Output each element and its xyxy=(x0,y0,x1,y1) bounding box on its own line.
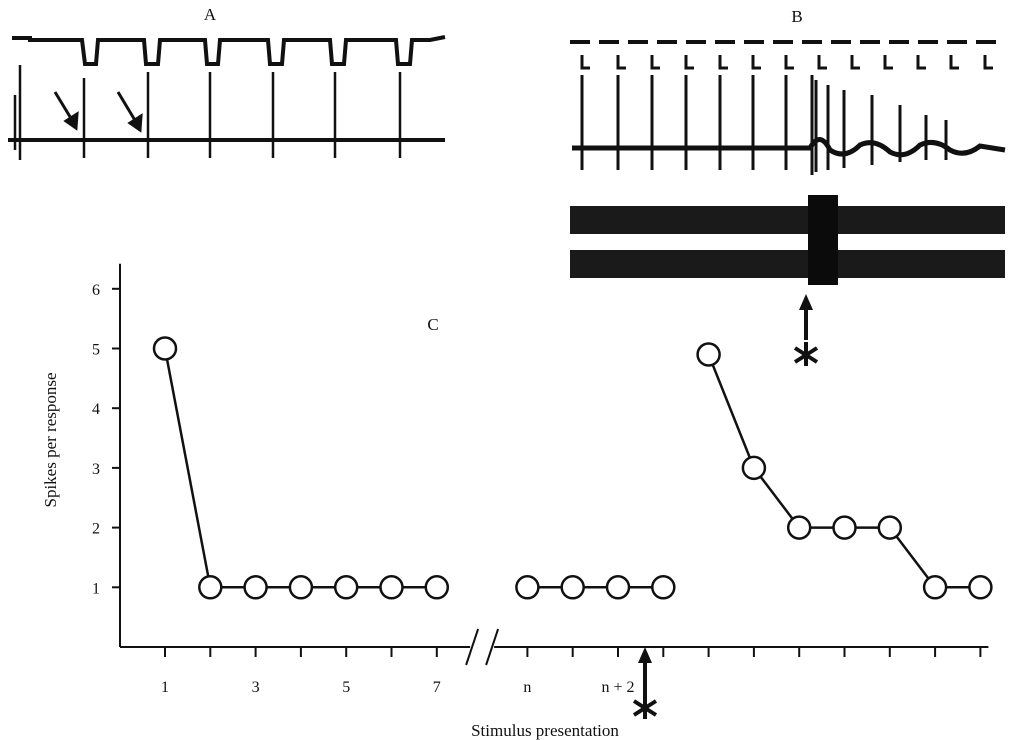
y-axis-title: Spikes per response xyxy=(41,372,60,507)
data-point xyxy=(786,515,812,540)
panel-a-spikes xyxy=(13,65,402,160)
panel-b-spikes xyxy=(580,75,948,175)
x-axis-title: Stimulus presentation xyxy=(471,721,619,740)
y-tick-label-6: 6 xyxy=(92,282,100,299)
panel-a-label: A xyxy=(204,5,217,24)
data-point xyxy=(922,575,948,600)
data-point xyxy=(741,455,767,481)
y-tick-label-3: 3 xyxy=(92,461,100,478)
data-point xyxy=(243,575,268,600)
y-tick-label-4: 4 xyxy=(92,401,100,418)
panel-b-label: B xyxy=(791,7,802,26)
panel-a-arrow-2 xyxy=(116,91,143,133)
panel-b-recording-trace xyxy=(572,137,1006,158)
asterisk-arrow-icon xyxy=(632,695,658,719)
data-point xyxy=(560,575,585,600)
y-tick-label-2: 2 xyxy=(92,521,100,538)
data-point xyxy=(877,515,903,540)
chart-axes xyxy=(119,263,989,666)
panel-c: C Spikes per response Stimulus presentat… xyxy=(41,263,993,740)
panel-b-stimulus-marker-icon xyxy=(793,294,819,366)
panel-b-noise-trace-1 xyxy=(570,206,1005,234)
y-tick-label-1: 1 xyxy=(92,580,100,597)
data-point xyxy=(152,336,178,361)
data-point xyxy=(651,575,676,600)
panel-c-label: C xyxy=(427,315,438,334)
x-tick-label: 3 xyxy=(252,679,260,696)
data-point xyxy=(198,575,223,600)
chart-points xyxy=(152,336,993,600)
data-point xyxy=(515,575,540,600)
series-line-1 xyxy=(163,348,437,589)
data-point xyxy=(696,342,721,367)
panel-a-stimulus-trace xyxy=(12,35,446,66)
panel-b: B xyxy=(570,7,1006,366)
data-point xyxy=(605,575,631,600)
data-point xyxy=(832,515,857,540)
x-tick-label: n + 2 xyxy=(601,679,634,696)
stimulus-arrow-head xyxy=(638,647,652,663)
x-tick-label: n xyxy=(523,679,531,696)
data-point xyxy=(288,575,314,600)
chart-lines xyxy=(163,348,981,589)
y-tick-label-5: 5 xyxy=(92,342,100,359)
x-tick-label: 5 xyxy=(342,679,350,696)
panel-a: A xyxy=(8,5,446,160)
data-point xyxy=(424,575,450,600)
axis-break-mark-1 xyxy=(465,628,480,666)
x-tick-label: 7 xyxy=(433,679,441,696)
axis-break-mark-2 xyxy=(485,628,500,666)
panel-b-noise-burst xyxy=(808,195,838,285)
chart-ticks: 1 2 3 4 5 6 1 3 5 7 n n + 2 xyxy=(92,282,982,696)
panel-b-noise-trace-2 xyxy=(570,250,1005,278)
panel-b-stimulus-ticks xyxy=(580,55,993,70)
chart-marker xyxy=(632,647,658,719)
panel-a-arrow-1 xyxy=(53,91,79,131)
x-tick-label: 1 xyxy=(161,679,169,696)
data-point xyxy=(968,575,993,600)
data-point xyxy=(379,575,404,600)
data-point xyxy=(333,575,359,600)
